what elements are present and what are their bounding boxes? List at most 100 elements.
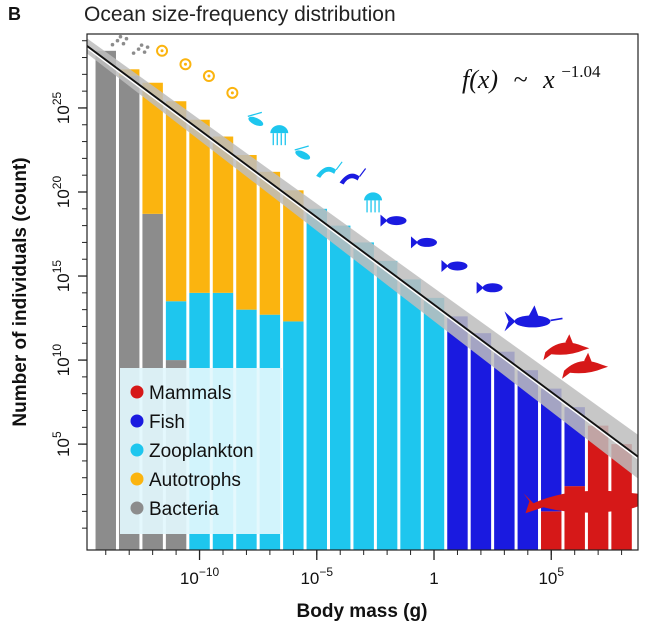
legend-label: Autotrophs — [149, 470, 241, 491]
bar-segment-autotrophs — [259, 171, 281, 315]
legend-box — [120, 368, 282, 534]
formula-tilde: ~ — [514, 65, 528, 94]
bar-segment-zooplankton — [353, 242, 374, 550]
formula-fx: f(x) — [462, 65, 498, 94]
y-tick-base: 10 — [54, 357, 73, 376]
legend-label: Zooplankton — [149, 441, 254, 462]
power-law-formula: f(x) ~ x −1.04 — [462, 62, 601, 94]
diatom-icon — [202, 70, 215, 83]
formula-exponent: −1.04 — [561, 62, 601, 81]
bar-segment-bacteria — [95, 50, 116, 550]
bar-segment-fish — [447, 316, 468, 550]
dolphin-icon — [562, 352, 609, 379]
bar-14 — [423, 297, 445, 550]
fit-line — [87, 45, 638, 458]
bar-segment-autotrophs — [212, 136, 234, 293]
y-tick-base: 10 — [54, 189, 73, 208]
fish-icon — [380, 214, 407, 227]
bar-9 — [306, 208, 328, 550]
bacteria-icon — [131, 43, 150, 55]
bar-11 — [353, 242, 374, 550]
y-tick-label: 1025 — [50, 91, 73, 124]
chart-title: Ocean size-frequency distribution — [84, 3, 396, 26]
bar-segment-zooplankton — [306, 208, 328, 550]
bar-segment-fish — [494, 351, 515, 550]
legend-entry-mammals: Mammals — [130, 383, 231, 404]
y-tick-base: 10 — [54, 273, 73, 292]
bar-0 — [95, 50, 116, 550]
bar-segment-zooplankton — [283, 321, 304, 550]
bar-13 — [400, 279, 421, 550]
x-tick-base: 10 — [180, 569, 199, 588]
fish-icon — [476, 281, 503, 294]
bar-segment-autotrophs — [283, 190, 304, 322]
x-tick-base: 1 — [429, 569, 438, 588]
organism-silhouettes — [110, 34, 638, 514]
legend-entry-bacteria: Bacteria — [130, 499, 219, 520]
diatom-icon — [226, 86, 239, 99]
fish-icon — [441, 259, 468, 272]
y-tick-base: 10 — [54, 438, 73, 457]
bar-21 — [587, 425, 609, 550]
x-axis: 10−10 10−5 1 105 — [105, 550, 623, 588]
bar-segment-zooplankton — [376, 260, 398, 550]
y-tick-label: 1010 — [50, 344, 73, 377]
legend-entry-zooplankton: Zooplankton — [130, 441, 254, 462]
jellyfish-icon — [364, 192, 383, 213]
formula-base: x — [542, 65, 555, 94]
x-tick-base: 10 — [538, 569, 557, 588]
diatom-icon — [179, 58, 192, 71]
bar-16 — [470, 333, 492, 550]
copepod-icon — [247, 111, 264, 127]
bar-10 — [330, 225, 351, 550]
x-tick-label: 105 — [538, 565, 564, 588]
bar-8 — [283, 190, 304, 550]
bar-segment-fish — [470, 333, 492, 550]
plot-frame — [86, 33, 639, 551]
legend-label: Fish — [149, 412, 185, 433]
y-tick-label: 1020 — [50, 176, 73, 209]
x-tick-base: 10 — [300, 569, 319, 588]
bar-17 — [494, 351, 515, 550]
x-tick-label: 1 — [429, 569, 438, 588]
legend-swatch — [130, 385, 144, 399]
bar-segment-autotrophs — [142, 82, 163, 214]
y-axis-title: Number of individuals (count) — [10, 157, 31, 426]
y-tick-exponent: 10 — [50, 344, 64, 358]
legend-swatch — [130, 472, 144, 486]
x-tick-exponent: −10 — [199, 565, 220, 579]
swordfish-icon — [504, 305, 563, 332]
bar-segment-autotrophs — [165, 101, 187, 302]
bar-15 — [447, 316, 468, 550]
legend-swatch — [130, 414, 144, 428]
bar-12 — [376, 260, 398, 550]
y-tick-exponent: 5 — [50, 431, 64, 438]
bar-segment-zooplankton — [400, 279, 421, 550]
fish-icon — [410, 236, 437, 249]
panel-letter: B — [8, 4, 21, 24]
legend-label: Mammals — [149, 383, 231, 404]
legend: Mammals Fish Zooplankton Autotrophs Bacteria — [120, 368, 282, 534]
x-tick-exponent: −5 — [319, 565, 333, 579]
x-tick-label: 10−10 — [180, 565, 220, 588]
bar-segment-mammals — [587, 425, 609, 550]
legend-label: Bacteria — [149, 499, 219, 520]
jellyfish-icon — [270, 125, 289, 146]
bacteria-icon — [110, 34, 129, 47]
y-tick-exponent: 20 — [50, 176, 64, 190]
bar-segment-mammals — [541, 511, 562, 550]
copepod-icon — [294, 145, 311, 160]
y-tick-exponent: 25 — [50, 91, 64, 105]
legend-entry-autotrophs: Autotrophs — [130, 470, 241, 491]
y-tick-label: 1015 — [50, 260, 73, 293]
diatom-icon — [156, 44, 169, 57]
whale-icon — [523, 490, 638, 514]
bar-19 — [541, 388, 562, 550]
bar-segment-zooplankton — [423, 297, 445, 550]
bar-segment-zooplankton — [165, 301, 187, 361]
shrimp-icon — [339, 168, 367, 185]
dolphin-icon — [543, 334, 590, 361]
bar-segment-autotrophs — [189, 119, 210, 293]
